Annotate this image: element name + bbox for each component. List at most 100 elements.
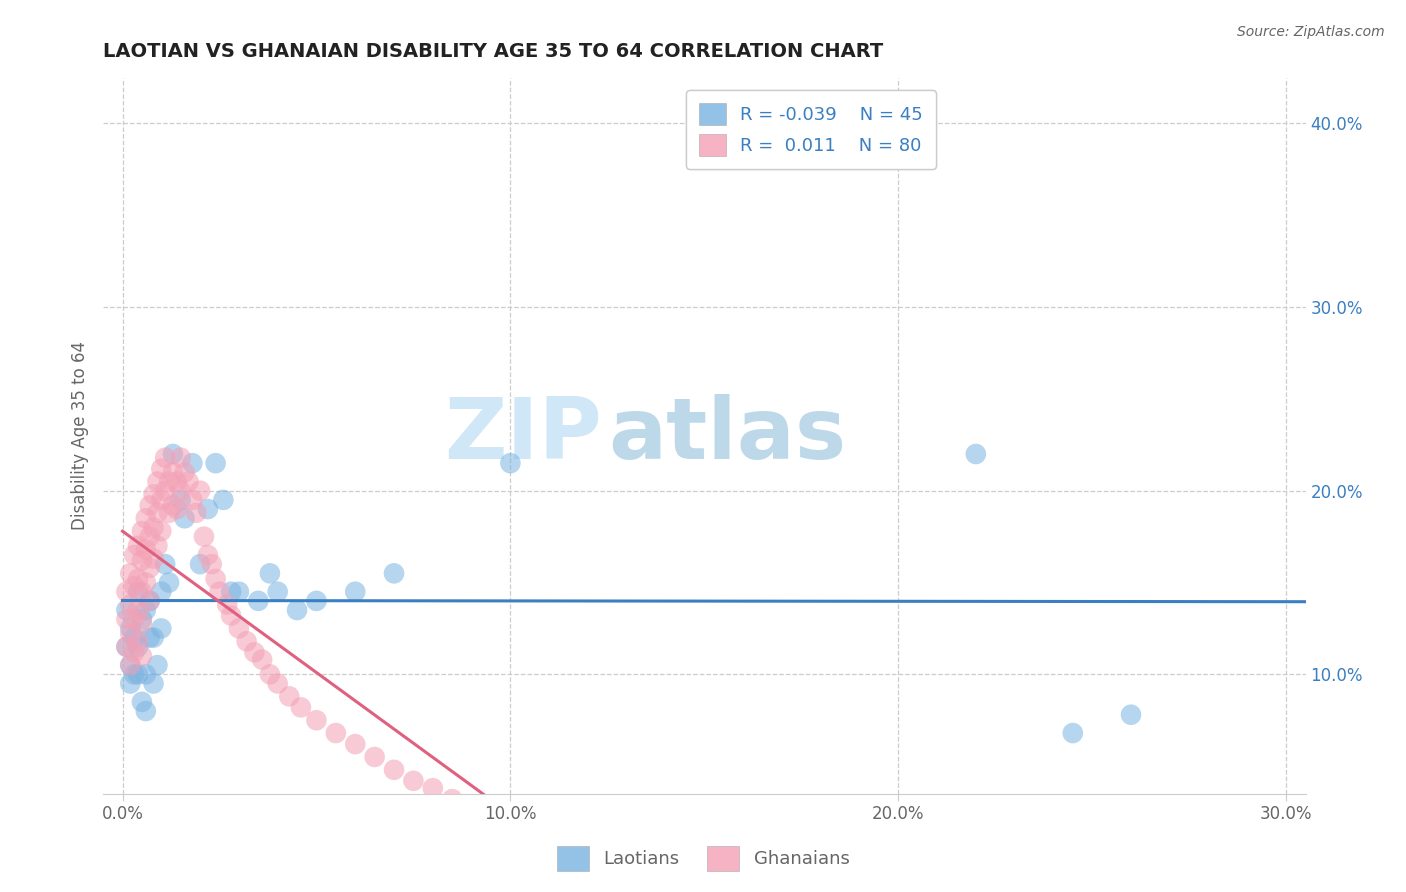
- Point: [142, 631, 165, 645]
- Point: [162, 499, 184, 513]
- Point: [135, 667, 157, 681]
- Point: [1119, 707, 1142, 722]
- Point: [157, 506, 180, 520]
- Point: [131, 695, 153, 709]
- Point: [208, 584, 231, 599]
- Point: [131, 584, 153, 599]
- Point: [402, 773, 425, 788]
- Point: [122, 548, 145, 562]
- Point: [173, 466, 195, 480]
- Point: [135, 704, 157, 718]
- Point: [228, 622, 250, 636]
- Point: [576, 836, 599, 850]
- Point: [479, 814, 502, 829]
- Point: [146, 658, 169, 673]
- Point: [120, 566, 142, 581]
- Point: [188, 557, 211, 571]
- Point: [259, 566, 281, 581]
- Text: atlas: atlas: [609, 394, 846, 477]
- Point: [460, 805, 482, 819]
- Point: [157, 575, 180, 590]
- Point: [219, 584, 242, 599]
- Point: [142, 676, 165, 690]
- Point: [1062, 726, 1084, 740]
- Legend: Laotians, Ghanaians: Laotians, Ghanaians: [550, 838, 856, 879]
- Point: [146, 475, 169, 489]
- Point: [382, 566, 405, 581]
- Point: [135, 575, 157, 590]
- Point: [146, 539, 169, 553]
- Point: [122, 631, 145, 645]
- Point: [122, 612, 145, 626]
- Point: [166, 502, 188, 516]
- Point: [441, 792, 464, 806]
- Point: [228, 584, 250, 599]
- Point: [278, 690, 301, 704]
- Point: [197, 502, 219, 516]
- Point: [115, 603, 138, 617]
- Point: [363, 750, 385, 764]
- Point: [122, 645, 145, 659]
- Point: [204, 572, 226, 586]
- Point: [138, 594, 160, 608]
- Point: [131, 648, 153, 663]
- Point: [127, 584, 149, 599]
- Point: [325, 726, 347, 740]
- Point: [150, 461, 173, 475]
- Point: [219, 608, 242, 623]
- Point: [153, 557, 176, 571]
- Point: [247, 594, 270, 608]
- Point: [135, 542, 157, 557]
- Point: [285, 603, 308, 617]
- Point: [538, 832, 561, 847]
- Point: [150, 622, 173, 636]
- Point: [344, 737, 367, 751]
- Point: [382, 763, 405, 777]
- Point: [188, 483, 211, 498]
- Point: [138, 594, 160, 608]
- Point: [170, 483, 193, 498]
- Text: ZIP: ZIP: [444, 394, 602, 477]
- Point: [153, 483, 176, 498]
- Point: [120, 676, 142, 690]
- Point: [243, 645, 266, 659]
- Point: [235, 634, 257, 648]
- Point: [115, 640, 138, 654]
- Point: [142, 551, 165, 566]
- Point: [146, 506, 169, 520]
- Point: [499, 823, 522, 838]
- Point: [177, 475, 200, 489]
- Point: [142, 487, 165, 501]
- Point: [166, 475, 188, 489]
- Point: [290, 700, 312, 714]
- Point: [344, 584, 367, 599]
- Point: [217, 598, 239, 612]
- Point: [181, 456, 204, 470]
- Point: [115, 640, 138, 654]
- Point: [170, 450, 193, 465]
- Point: [115, 612, 138, 626]
- Point: [422, 781, 444, 796]
- Point: [120, 658, 142, 673]
- Point: [138, 631, 160, 645]
- Point: [193, 530, 215, 544]
- Point: [131, 553, 153, 567]
- Point: [654, 842, 676, 856]
- Y-axis label: Disability Age 35 to 64: Disability Age 35 to 64: [72, 341, 89, 530]
- Point: [259, 667, 281, 681]
- Point: [142, 520, 165, 534]
- Point: [138, 530, 160, 544]
- Point: [120, 598, 142, 612]
- Point: [115, 584, 138, 599]
- Point: [157, 475, 180, 489]
- Point: [250, 653, 273, 667]
- Point: [150, 524, 173, 538]
- Point: [197, 548, 219, 562]
- Point: [266, 584, 288, 599]
- Point: [499, 456, 522, 470]
- Point: [204, 456, 226, 470]
- Point: [212, 492, 235, 507]
- Point: [131, 612, 153, 626]
- Point: [135, 511, 157, 525]
- Point: [153, 450, 176, 465]
